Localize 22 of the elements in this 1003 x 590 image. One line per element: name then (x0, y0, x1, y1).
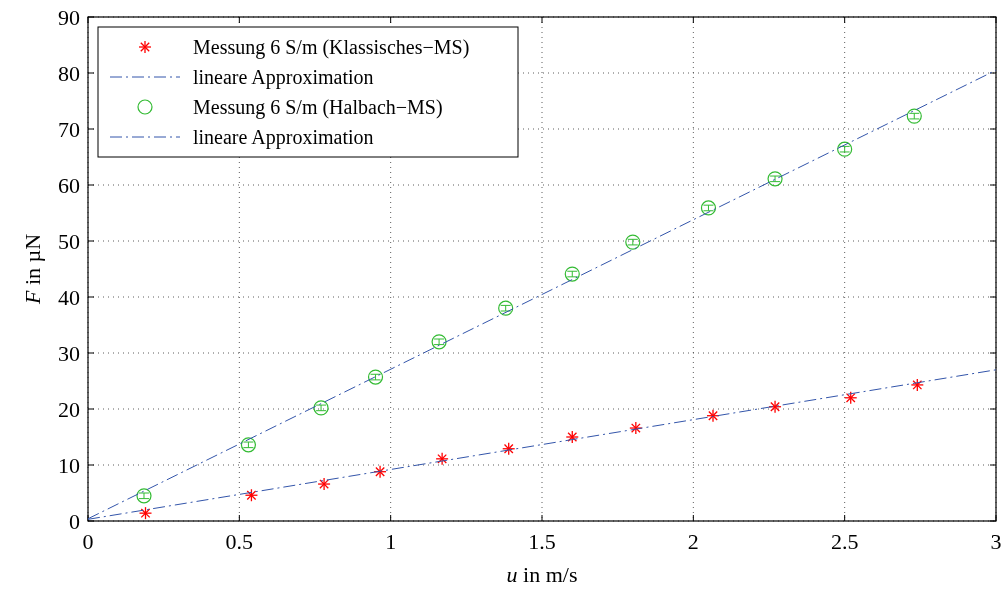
y-tick-label: 0 (69, 509, 80, 534)
y-tick-label: 80 (58, 61, 80, 86)
y-tick-label: 40 (58, 285, 80, 310)
y-tick-label: 10 (58, 453, 80, 478)
x-tick-label: 1 (385, 529, 397, 554)
x-tick-label: 0.5 (225, 529, 254, 554)
legend-label: lineare Approximation (193, 126, 374, 149)
x-tick-label: 2 (687, 529, 699, 554)
x-tick-label: 3 (990, 529, 1002, 554)
y-axis-title: F in µN (20, 233, 45, 306)
y-tick-label: 60 (58, 173, 80, 198)
y-tick-label: 90 (58, 5, 80, 30)
y-tick-label: 30 (58, 341, 80, 366)
y-tick-label: 70 (58, 117, 80, 142)
legend-label: Messung 6 S/m (Halbach−MS) (193, 96, 443, 119)
legend-label: lineare Approximation (193, 66, 374, 89)
x-axis-title: u in m/s (506, 562, 578, 587)
y-tick-label: 50 (58, 229, 80, 254)
legend-label: Messung 6 S/m (Klassisches−MS) (193, 36, 470, 59)
x-tick-label: 1.5 (528, 529, 556, 554)
x-tick-label: 2.5 (830, 529, 859, 554)
y-tick-label: 20 (58, 397, 80, 422)
